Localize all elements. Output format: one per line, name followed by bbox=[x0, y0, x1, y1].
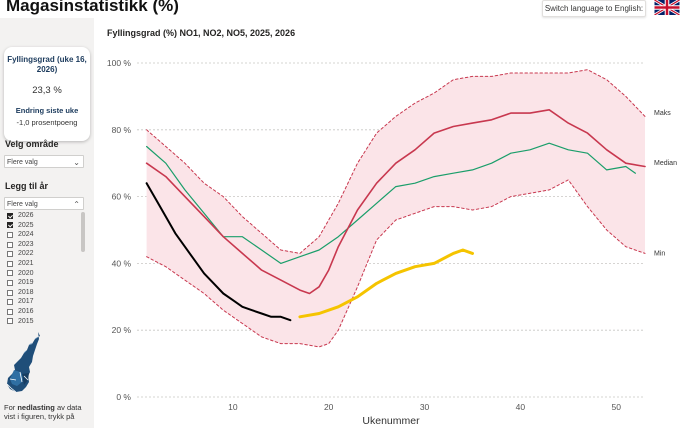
year-label: 2023 bbox=[18, 240, 34, 248]
year-label: 2025 bbox=[18, 221, 34, 229]
y-tick-label: 40 % bbox=[112, 258, 132, 268]
year-checkbox[interactable] bbox=[7, 222, 13, 229]
year-checkbox-list: 2026 2025 2024 2023 2022 2021 2020 2019 2018 2017… bbox=[4, 211, 86, 329]
year-option-2016[interactable]: 2016 bbox=[4, 307, 86, 317]
series-line-dotted-red-1 bbox=[146, 179, 646, 348]
download-prefix: For bbox=[4, 403, 18, 412]
year-checkbox[interactable] bbox=[7, 260, 13, 267]
kpi-change-value: -1,0 prosentpoeng bbox=[16, 118, 78, 127]
series-line-black-5 bbox=[145, 182, 292, 322]
year-list-scrollbar[interactable] bbox=[81, 212, 85, 252]
y-tick-label: 80 % bbox=[112, 125, 132, 135]
series-line-dotted-red-0 bbox=[146, 69, 646, 254]
series-line-yellow-4 bbox=[298, 248, 474, 319]
filter-panel: Fyllingsgrad (uke 16, 2026) 23,3 % Endri… bbox=[0, 18, 94, 428]
x-axis-title: Ukenummer bbox=[362, 415, 420, 427]
year-checkbox[interactable] bbox=[7, 251, 13, 258]
year-option-2022[interactable]: 2022 bbox=[4, 249, 86, 259]
uk-flag-icon[interactable] bbox=[654, 0, 680, 15]
year-checkbox[interactable] bbox=[7, 212, 13, 219]
year-checkbox[interactable] bbox=[7, 299, 13, 306]
year-checkbox[interactable] bbox=[7, 241, 13, 248]
y-tick-label: 0 % bbox=[116, 392, 131, 402]
download-link[interactable]: nedlasting bbox=[17, 403, 55, 412]
year-label: 2026 bbox=[18, 212, 34, 219]
year-option-2018[interactable]: 2018 bbox=[4, 288, 86, 298]
series-line-green-2 bbox=[146, 142, 637, 264]
year-label: 2019 bbox=[18, 279, 34, 287]
year-label: 2022 bbox=[18, 250, 34, 258]
year-dropdown[interactable]: Flere valg ⌃ bbox=[4, 197, 84, 210]
year-option-2017[interactable]: 2017 bbox=[4, 297, 86, 307]
year-checkbox[interactable] bbox=[7, 231, 13, 238]
download-suffix: av data vist i figuren, trykk på bbox=[4, 403, 82, 421]
chevron-down-icon: ⌄ bbox=[73, 158, 80, 167]
year-label: 2017 bbox=[18, 298, 34, 306]
download-instructions: For nedlasting av data vist i figuren, t… bbox=[4, 403, 92, 421]
year-option-2023[interactable]: 2023 bbox=[4, 240, 86, 250]
year-option-2026[interactable]: 2026 bbox=[4, 211, 86, 221]
year-label: 2015 bbox=[18, 317, 34, 325]
year-option-2020[interactable]: 2020 bbox=[4, 269, 86, 279]
chart-title: Fyllingsgrad (%) NO1, NO2, NO5, 2025, 20… bbox=[107, 28, 296, 38]
norway-map-icon[interactable] bbox=[2, 330, 42, 394]
year-label: 2021 bbox=[18, 259, 34, 267]
series-line-red-3 bbox=[145, 109, 646, 295]
x-tick-label: 10 bbox=[228, 402, 238, 412]
kpi-title: Fyllingsgrad (uke 16, 2026) bbox=[7, 55, 87, 74]
year-filter-label: Legg til år bbox=[5, 181, 49, 191]
page-title: Magasinstatistikk (%) bbox=[6, 0, 179, 15]
year-checkbox[interactable] bbox=[7, 289, 13, 296]
area-dropdown-value: Flere valg bbox=[7, 159, 38, 166]
y-tick-label: 20 % bbox=[112, 325, 132, 335]
x-tick-label: 50 bbox=[612, 402, 622, 412]
year-label: 2018 bbox=[18, 288, 34, 296]
min-max-band bbox=[146, 69, 645, 347]
year-option-2024[interactable]: 2024 bbox=[4, 230, 86, 240]
year-checkbox[interactable] bbox=[7, 270, 13, 277]
area-dropdown[interactable]: Flere valg ⌄ bbox=[4, 155, 84, 168]
year-checkbox[interactable] bbox=[7, 308, 13, 315]
year-option-2021[interactable]: 2021 bbox=[4, 259, 86, 269]
y-tick-label: 60 % bbox=[112, 192, 132, 202]
switch-language-button[interactable]: Switch language to English: bbox=[542, 0, 646, 17]
kpi-card: Fyllingsgrad (uke 16, 2026) 23,3 % Endri… bbox=[4, 47, 90, 141]
year-dropdown-value: Flere valg bbox=[7, 201, 38, 208]
year-label: 2016 bbox=[18, 307, 34, 315]
x-tick-label: 30 bbox=[420, 402, 430, 412]
series-label-min: Min bbox=[654, 250, 665, 257]
chevron-up-icon: ⌃ bbox=[73, 200, 80, 209]
x-tick-label: 40 bbox=[516, 402, 526, 412]
series-label-median: Median bbox=[654, 160, 677, 167]
year-option-2015[interactable]: 2015 bbox=[4, 317, 86, 327]
area-filter-label: Velg område bbox=[5, 139, 59, 149]
year-label: 2024 bbox=[18, 231, 34, 239]
kpi-change-title: Endring siste uke bbox=[15, 106, 79, 115]
y-tick-label: 100 % bbox=[107, 58, 132, 68]
series-label-maks: Maks bbox=[654, 110, 671, 117]
year-option-2019[interactable]: 2019 bbox=[4, 278, 86, 288]
year-checkbox[interactable] bbox=[7, 318, 13, 325]
year-label: 2020 bbox=[18, 269, 34, 277]
year-option-2025[interactable]: 2025 bbox=[4, 221, 86, 231]
kpi-value: 23,3 % bbox=[32, 85, 62, 96]
x-tick-label: 20 bbox=[324, 402, 334, 412]
year-checkbox[interactable] bbox=[7, 279, 13, 286]
